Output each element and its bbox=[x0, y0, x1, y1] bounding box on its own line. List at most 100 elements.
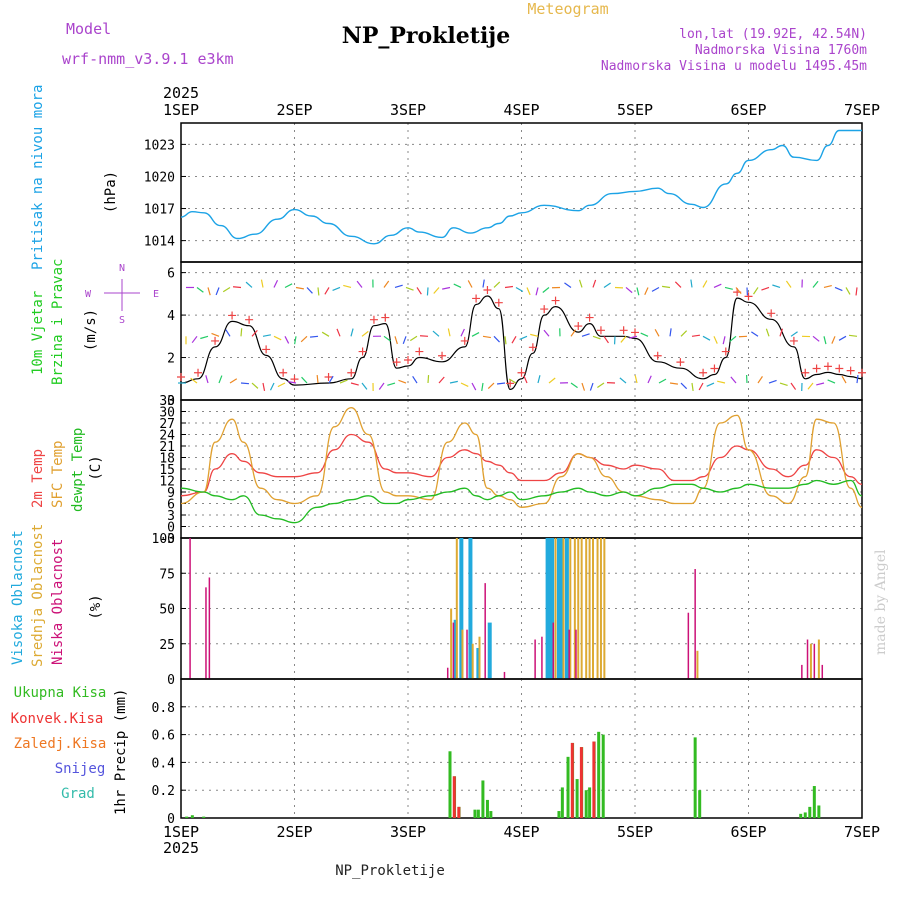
wind-gust-marker bbox=[846, 366, 855, 375]
x-tick-label: 4SEP bbox=[503, 823, 539, 841]
compass-letter: N bbox=[119, 263, 125, 274]
wind-direction-arrow bbox=[735, 287, 742, 294]
wind-gust-marker bbox=[279, 368, 288, 377]
wind-direction-arrow bbox=[548, 377, 556, 384]
wind-unit: (m/s) bbox=[83, 309, 99, 351]
wind-gust-marker bbox=[506, 379, 515, 388]
wind-gust-marker bbox=[823, 362, 832, 371]
wind-gust-marker bbox=[194, 368, 203, 377]
wind-direction-arrow bbox=[542, 287, 550, 293]
wind-gust-marker bbox=[676, 358, 685, 367]
cloud-bar bbox=[580, 538, 583, 679]
wind-gust-marker bbox=[699, 368, 708, 377]
y-tick-label: 4 bbox=[167, 309, 175, 324]
y-tick-label: 15 bbox=[159, 463, 175, 478]
temp-ylabel-2: SFC Temp bbox=[50, 441, 66, 508]
wind-direction-arrow bbox=[215, 287, 220, 296]
wind-direction-arrow bbox=[654, 329, 660, 337]
wind-direction-arrow bbox=[834, 286, 843, 292]
wind-gust-marker bbox=[721, 347, 730, 356]
wind-direction-arrow bbox=[812, 280, 819, 288]
wind-direction-arrow bbox=[460, 382, 469, 387]
year-bottom: 2025 bbox=[163, 839, 199, 857]
cloud-bar bbox=[599, 538, 602, 679]
y-tick-label: 2 bbox=[167, 352, 175, 367]
compass-letter: E bbox=[153, 289, 159, 300]
cloud-bar bbox=[687, 612, 690, 679]
wind-gust-marker bbox=[381, 313, 390, 322]
wind-direction-arrow bbox=[640, 332, 649, 337]
cloud-unit: (%) bbox=[88, 594, 104, 619]
precip-bar bbox=[592, 741, 596, 818]
cloud-bar bbox=[534, 639, 536, 679]
model-name: wrf-nmm_v3.9.1 e3km bbox=[62, 50, 234, 68]
wind-direction-arrow bbox=[680, 382, 688, 390]
wind-gust-marker bbox=[347, 368, 356, 377]
wind-direction-arrow bbox=[427, 374, 430, 384]
wind-gust-marker bbox=[177, 373, 185, 382]
x-axis-top: 1SEP 2SEP 3SEP 4SEP 5SEP 6SEP 7SEP bbox=[163, 101, 880, 119]
y-tick-label: 0.8 bbox=[152, 701, 175, 716]
wind-direction-arrow bbox=[383, 335, 391, 342]
wind-gust-marker bbox=[483, 285, 492, 294]
wind-direction-arrow bbox=[306, 287, 313, 294]
wind-gust-marker bbox=[211, 336, 220, 345]
wind-direction-arrow bbox=[493, 335, 500, 343]
wind-gust-marker bbox=[858, 368, 866, 377]
wind-direction-arrow bbox=[592, 335, 601, 340]
cloud-bar bbox=[476, 647, 481, 679]
wind-direction-arrow bbox=[717, 380, 726, 384]
wind-direction-arrow bbox=[581, 333, 590, 337]
x-axis-bottom: 1SEP 2SEP 3SEP 4SEP 5SEP 6SEP 7SEP bbox=[163, 823, 880, 841]
wind-direction-arrow bbox=[651, 286, 660, 292]
wind-direction-arrow bbox=[816, 382, 825, 386]
cloud-bar bbox=[809, 643, 812, 679]
wind-direction-arrow bbox=[356, 280, 363, 288]
cloud-bar bbox=[455, 538, 458, 679]
wind-direction-arrow bbox=[523, 375, 528, 384]
cloud-bar bbox=[466, 629, 468, 679]
wind-direction-arrow bbox=[449, 380, 458, 384]
wind-direction-arrow bbox=[471, 382, 477, 391]
wind-direction-arrow bbox=[447, 328, 451, 337]
y-tick-label: 0.4 bbox=[152, 756, 176, 771]
wind-direction-arrow bbox=[262, 334, 271, 337]
x-tick-label: 1SEP bbox=[163, 823, 199, 841]
wind-direction-arrow bbox=[496, 382, 506, 385]
wind-direction-arrow bbox=[482, 279, 485, 288]
wind-gust-marker bbox=[744, 292, 753, 301]
wind-gust-marker bbox=[517, 368, 526, 377]
wind-direction-arrow bbox=[845, 287, 851, 295]
wind-gust-marker bbox=[551, 296, 560, 305]
wind-direction-arrow bbox=[324, 287, 330, 295]
wind-direction-arrow bbox=[361, 382, 368, 390]
wind-direction-arrow bbox=[196, 286, 204, 293]
y-tick-label: -3 bbox=[159, 532, 175, 547]
wind-direction-arrow bbox=[515, 286, 524, 292]
wind-direction-arrow bbox=[405, 286, 414, 291]
wind-direction-arrow bbox=[402, 336, 407, 345]
wind-direction-arrow bbox=[361, 330, 369, 337]
wind-direction-arrow bbox=[526, 287, 531, 296]
wind-direction-arrow bbox=[674, 281, 682, 288]
wind-direction-arrow bbox=[589, 382, 594, 391]
wind-direction-arrow bbox=[412, 375, 418, 384]
wind-gust-marker bbox=[653, 351, 662, 360]
wind-direction-arrow bbox=[487, 382, 495, 390]
cloud-bar bbox=[487, 622, 492, 679]
footer-label: NP_Prokletije bbox=[335, 863, 445, 879]
cloud-bar bbox=[573, 538, 576, 679]
wind-gust-marker bbox=[631, 328, 639, 337]
precip-bar bbox=[698, 790, 702, 818]
wind-direction-arrow bbox=[658, 378, 667, 384]
wind-direction-arrow bbox=[690, 279, 693, 288]
cloud-bar bbox=[545, 538, 550, 679]
precip-bar bbox=[817, 805, 821, 818]
wind-direction-arrow bbox=[262, 382, 266, 391]
precip-bar bbox=[481, 780, 485, 818]
cloud-bar bbox=[547, 538, 552, 679]
precip-legend-item: Zaledj.Kisa bbox=[14, 736, 107, 752]
y-tick-label: 50 bbox=[159, 603, 175, 618]
y-tick-label: 6 bbox=[167, 267, 175, 282]
wind-gust-marker bbox=[494, 298, 503, 307]
